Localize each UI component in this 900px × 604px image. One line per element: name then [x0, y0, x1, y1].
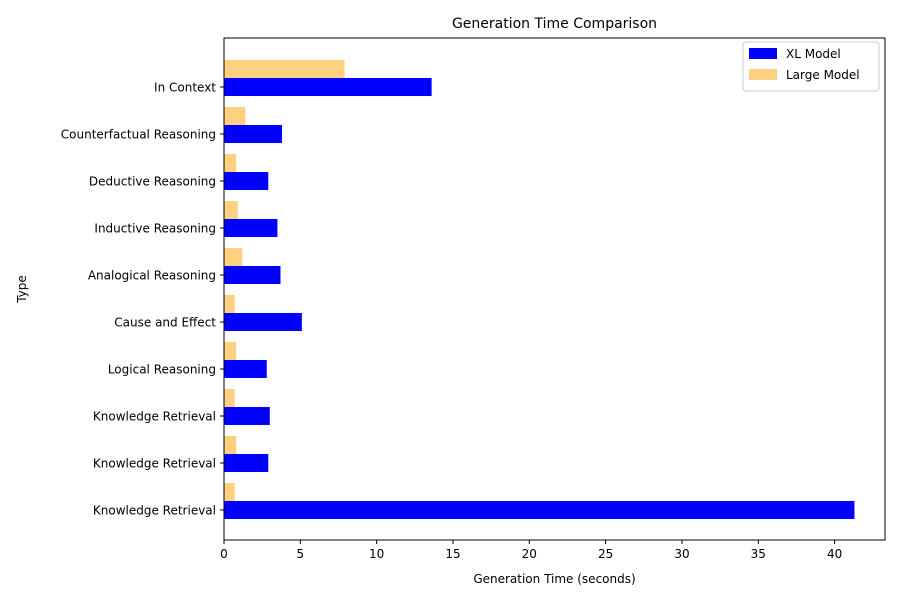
bar-large-model-2	[224, 154, 237, 172]
bar-large-model-0	[224, 60, 345, 78]
y-tick-label-6: Logical Reasoning	[108, 363, 216, 377]
bar-xl-model-1	[224, 125, 283, 143]
y-tick-label-3: Inductive Reasoning	[94, 222, 216, 236]
x-tick-label-7: 35	[751, 547, 766, 561]
legend-label-0: XL Model	[786, 47, 841, 61]
y-tick-label-2: Deductive Reasoning	[89, 175, 216, 189]
bar-large-model-8	[224, 436, 237, 454]
bar-large-model-7	[224, 389, 235, 407]
legend-swatch-1	[749, 69, 777, 80]
bar-xl-model-7	[224, 407, 270, 425]
x-tick-label-5: 25	[598, 547, 613, 561]
bar-large-model-4	[224, 248, 243, 266]
y-axis-label: Type	[15, 275, 29, 304]
x-tick-label-3: 15	[445, 547, 460, 561]
bar-large-model-9	[224, 483, 235, 501]
bar-large-model-3	[224, 201, 238, 219]
bar-large-model-5	[224, 295, 235, 313]
legend-label-1: Large Model	[786, 68, 860, 82]
bar-xl-model-2	[224, 172, 269, 190]
bar-xl-model-8	[224, 454, 269, 472]
y-tick-label-7: Knowledge Retrieval	[93, 410, 216, 424]
bar-large-model-1	[224, 107, 246, 125]
x-tick-label-6: 30	[674, 547, 689, 561]
x-axis-label: Generation Time (seconds)	[473, 572, 635, 586]
y-axis: In Context Counterfactual Reasoning Deduct…	[61, 81, 224, 518]
y-tick-label-8: Knowledge Retrieval	[93, 457, 216, 471]
y-tick-label-0: In Context	[154, 81, 216, 95]
x-tick-label-8: 40	[827, 547, 842, 561]
plot-frame	[223, 37, 886, 541]
x-tick-label-4: 20	[522, 547, 537, 561]
legend-swatch-0	[749, 48, 777, 59]
x-tick-label-0: 0	[220, 547, 228, 561]
y-tick-label-9: Knowledge Retrieval	[93, 504, 216, 518]
x-tick-label-1: 5	[297, 547, 305, 561]
x-axis: 0 5 10 15 20 25 30 35 40	[220, 540, 842, 561]
bar-xl-model-3	[224, 219, 278, 237]
x-tick-label-2: 10	[369, 547, 384, 561]
bar-large-model-6	[224, 342, 237, 360]
bar-xl-model-4	[224, 266, 281, 284]
y-tick-label-5: Cause and Effect	[114, 316, 216, 330]
bars-group	[224, 60, 855, 519]
bar-xl-model-0	[224, 78, 432, 96]
bar-xl-model-5	[224, 313, 302, 331]
legend: XL Model Large Model	[742, 41, 880, 92]
chart-title: Generation Time Comparison	[452, 16, 657, 32]
bar-xl-model-9	[224, 501, 855, 519]
y-tick-label-1: Counterfactual Reasoning	[61, 128, 216, 142]
y-tick-label-4: Analogical Reasoning	[88, 269, 216, 283]
bar-xl-model-6	[224, 360, 267, 378]
